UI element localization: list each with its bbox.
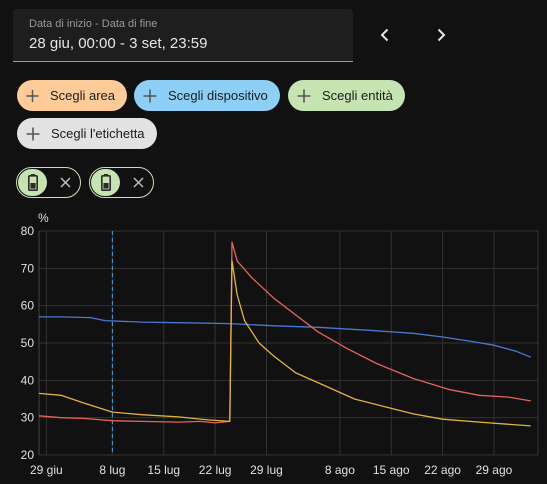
close-icon[interactable] bbox=[132, 176, 145, 189]
choose-label-button[interactable]: Scegli l'etichetta bbox=[17, 118, 157, 149]
x-axis-ticks: 29 giu 8 lug 15 lug 22 lug 29 lug 8 ago 15 ago… bbox=[30, 463, 513, 477]
choose-area-button[interactable]: Scegli area bbox=[17, 80, 127, 111]
chevron-left-icon bbox=[380, 28, 389, 42]
x-tick-label: 29 lug bbox=[250, 463, 283, 477]
y-tick-label: 60 bbox=[21, 299, 35, 313]
choose-device-button[interactable]: Scegli dispositivo bbox=[134, 80, 280, 111]
plus-icon bbox=[143, 89, 157, 102]
date-range-label: Data di inizio - Data di fine bbox=[29, 18, 158, 30]
x-tick-label: 8 lug bbox=[99, 463, 125, 477]
y-axis-label: % bbox=[38, 211, 49, 225]
y-tick-label: 70 bbox=[21, 261, 35, 275]
series-line bbox=[38, 241, 531, 424]
next-period-button[interactable] bbox=[426, 20, 456, 50]
entity-knob bbox=[91, 169, 120, 196]
y-axis-ticks: 20 30 40 50 60 70 80 bbox=[21, 224, 35, 462]
choose-area-label: Scegli area bbox=[49, 88, 115, 103]
x-tick-label: 29 giu bbox=[30, 463, 63, 477]
plus-icon bbox=[26, 127, 40, 140]
previous-period-button[interactable] bbox=[370, 20, 400, 50]
y-tick-label: 50 bbox=[21, 336, 35, 350]
x-tick-label: 15 ago bbox=[373, 463, 410, 477]
chart-series bbox=[38, 241, 531, 427]
choose-device-label: Scegli dispositivo bbox=[168, 88, 268, 103]
chart-grid bbox=[38, 230, 539, 456]
x-tick-label: 22 ago bbox=[424, 463, 461, 477]
x-tick-label: 15 lug bbox=[147, 463, 180, 477]
date-range-value: 28 giu, 00:00 - 3 set, 23:59 bbox=[29, 35, 208, 52]
plus-icon bbox=[26, 89, 39, 102]
entity-knob bbox=[18, 169, 47, 196]
plus-icon bbox=[297, 89, 311, 102]
choose-label-label: Scegli l'etichetta bbox=[51, 126, 145, 141]
series-line bbox=[39, 316, 531, 358]
x-tick-label: 29 ago bbox=[476, 463, 513, 477]
y-tick-label: 20 bbox=[21, 448, 35, 462]
battery-history-chart[interactable]: % 20 30 40 50 60 70 80 29 giu 8 lug 15 lug 22 lug… bbox=[0, 205, 547, 484]
selected-entity-chip[interactable] bbox=[16, 167, 81, 198]
series-line bbox=[38, 260, 531, 427]
y-tick-label: 80 bbox=[21, 224, 35, 238]
selected-entity-chip[interactable] bbox=[89, 167, 154, 198]
close-icon[interactable] bbox=[59, 176, 72, 189]
chevron-right-icon bbox=[437, 28, 446, 42]
y-tick-label: 40 bbox=[21, 373, 35, 387]
x-tick-label: 22 lug bbox=[199, 463, 232, 477]
x-tick-label: 8 ago bbox=[325, 463, 355, 477]
choose-entity-label: Scegli entità bbox=[322, 88, 393, 103]
y-tick-label: 30 bbox=[21, 411, 35, 425]
battery-icon bbox=[100, 174, 111, 191]
battery-icon bbox=[27, 174, 38, 191]
date-range-picker[interactable]: Data di inizio - Data di fine 28 giu, 00… bbox=[13, 9, 353, 62]
choose-entity-button[interactable]: Scegli entità bbox=[288, 80, 405, 111]
